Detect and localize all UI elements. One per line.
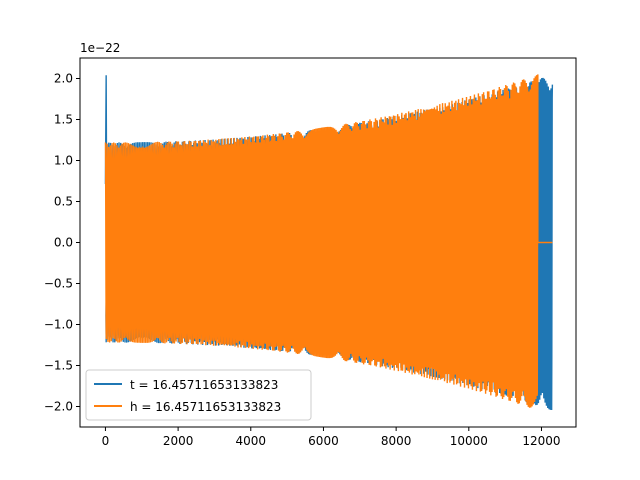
x-tick-label: 4000: [236, 434, 267, 448]
y-tick-label: 0.5: [54, 195, 73, 209]
data-layer: [104, 74, 554, 410]
y-tick-label: −2.0: [44, 400, 73, 414]
legend-box: [85, 369, 312, 421]
x-tick-label: 8000: [381, 434, 412, 448]
legend: t = 16.45711653133823 h = 16.45711653133…: [85, 369, 312, 421]
x-axis: 0 2000 4000 6000 8000 10000 12000: [102, 427, 561, 448]
y-tick-label: −0.5: [44, 277, 73, 291]
x-tick-label: 12000: [522, 434, 560, 448]
x-tick-label: 6000: [308, 434, 339, 448]
y-tick-label: 0.0: [54, 236, 73, 250]
y-tick-label: 2.0: [54, 72, 73, 86]
x-tick-label: 10000: [450, 434, 488, 448]
y-axis: −2.0 −1.5 −1.0 −0.5 0.0 0.5 1.0 1.5 2.0: [44, 72, 80, 414]
y-tick-label: −1.5: [44, 359, 73, 373]
y-offset-label: 1e−22: [80, 41, 120, 55]
x-tick-label: 0: [102, 434, 110, 448]
legend-label-h: h = 16.45711653133823: [130, 400, 281, 414]
x-tick-label: 2000: [163, 434, 194, 448]
y-tick-label: 1.5: [54, 113, 73, 127]
y-tick-label: −1.0: [44, 318, 73, 332]
y-tick-label: 1.0: [54, 154, 73, 168]
legend-label-t: t = 16.45711653133823: [130, 378, 278, 392]
series-line-h: [104, 74, 553, 408]
